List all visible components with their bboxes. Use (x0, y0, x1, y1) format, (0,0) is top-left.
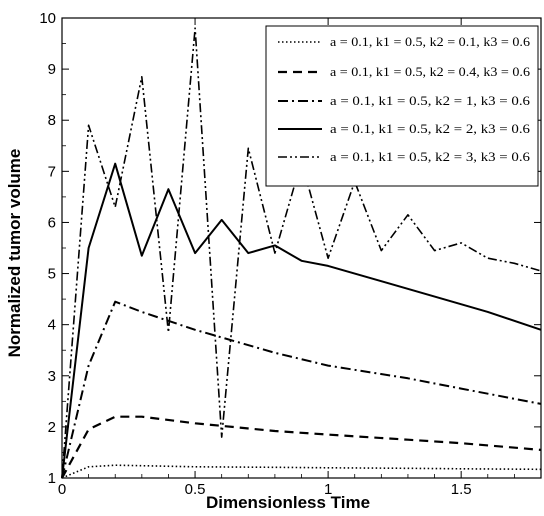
y-tick-label: 4 (48, 317, 56, 334)
legend-box (265, 25, 539, 187)
legend-label-4: a = 0.1, k1 = 0.5, k2 = 2, k3 = 0.6 (330, 122, 530, 136)
y-tick-label: 8 (48, 112, 56, 129)
x-tick-label: 1 (324, 481, 332, 498)
series-layer (61, 27, 542, 479)
series-line-3 (61, 300, 542, 479)
x-tick-label: 0.5 (185, 481, 206, 498)
x-tick-label: 0 (58, 481, 66, 498)
y-tick-label: 7 (48, 163, 56, 180)
series-line-5 (61, 27, 542, 479)
x-axis-title: Dimensionless Time (206, 493, 370, 512)
legend-label-3: a = 0.1, k1 = 0.5, k2 = 1, k3 = 0.6 (330, 94, 530, 108)
y-tick-label: 1 (48, 470, 56, 487)
tick-layer: 0 0.5 1 1.5 1 2 3 4 5 6 7 8 9 10 (39, 10, 541, 498)
legend-label-5: a = 0.1, k1 = 0.5, k2 = 3, k3 = 0.6 (330, 150, 530, 164)
y-tick-label: 10 (39, 10, 56, 27)
y-axis-title: Normalized tumor volume (5, 149, 24, 358)
legend: a = 0.1, k1 = 0.5, k2 = 0.1, k3 = 0.6 a =… (265, 25, 539, 187)
x-tick-label: 1.5 (451, 481, 472, 498)
y-tick-label: 2 (48, 419, 56, 436)
y-tick-label: 6 (48, 214, 56, 231)
legend-label-2: a = 0.1, k1 = 0.5, k2 = 0.4, k3 = 0.6 (330, 65, 530, 79)
y-tick-label: 5 (48, 266, 56, 283)
series-line-4 (61, 162, 542, 479)
y-tick-label: 9 (48, 61, 56, 78)
legend-label-1: a = 0.1, k1 = 0.5, k2 = 0.1, k3 = 0.6 (330, 35, 530, 49)
series-line-2 (61, 415, 542, 479)
y-tick-label: 3 (48, 368, 56, 385)
